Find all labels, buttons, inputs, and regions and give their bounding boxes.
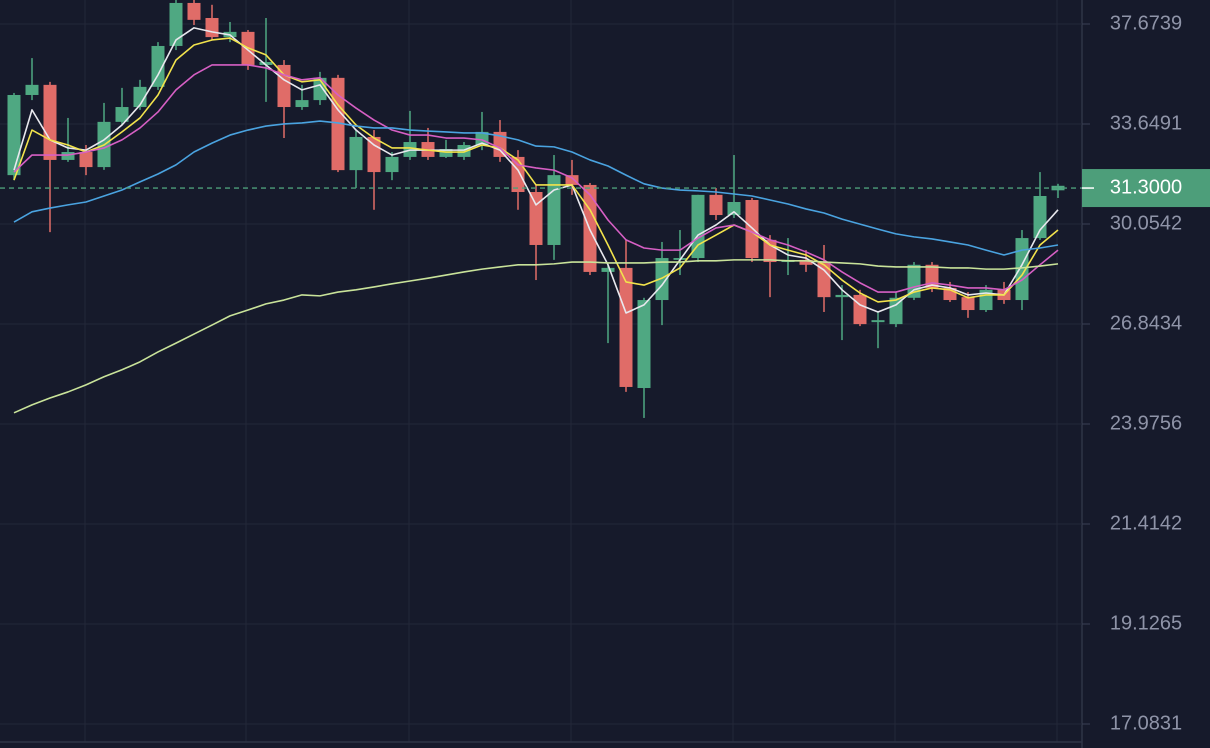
candle-body bbox=[205, 17, 219, 38]
last-price-box bbox=[1082, 169, 1210, 208]
y-tick-label: 17.0831 bbox=[1110, 712, 1182, 734]
candle-body bbox=[367, 136, 381, 173]
candle-body bbox=[79, 152, 93, 168]
candle-body bbox=[835, 294, 849, 298]
moving-average-line bbox=[13, 27, 1059, 314]
candle-body bbox=[637, 300, 651, 389]
candle-body bbox=[727, 202, 741, 216]
moving-average-line bbox=[13, 64, 1059, 293]
candle-body bbox=[25, 84, 39, 95]
candle-body bbox=[889, 297, 903, 325]
candle-body bbox=[1015, 238, 1029, 301]
candle-body bbox=[295, 100, 309, 108]
y-tick-label: 30.0542 bbox=[1110, 212, 1182, 234]
candle-body bbox=[817, 262, 831, 298]
candle-body bbox=[7, 94, 21, 176]
y-tick-label: 33.6491 bbox=[1110, 112, 1182, 134]
candle-body bbox=[511, 156, 525, 193]
y-tick-label: 19.1265 bbox=[1110, 612, 1182, 634]
moving-average-line bbox=[13, 120, 1059, 256]
candle-body bbox=[259, 62, 273, 65]
candle-body bbox=[115, 107, 129, 122]
candle-body bbox=[709, 194, 723, 216]
candle-body bbox=[601, 267, 615, 272]
candle-body bbox=[619, 267, 633, 387]
candle-body bbox=[169, 2, 183, 46]
last-price-label: 31.3000 bbox=[1110, 176, 1182, 198]
candle-body bbox=[439, 149, 453, 157]
candle-body bbox=[187, 2, 201, 20]
candle-body bbox=[961, 297, 975, 311]
candle-body bbox=[43, 84, 57, 160]
candle-body bbox=[529, 192, 543, 245]
candle-body bbox=[691, 194, 705, 259]
candle-body bbox=[871, 320, 885, 323]
candle-body bbox=[457, 144, 471, 157]
candle-body bbox=[853, 294, 867, 325]
candle-body bbox=[799, 259, 813, 265]
candle-body bbox=[151, 45, 165, 87]
candle-body bbox=[925, 264, 939, 288]
y-tick-label: 23.9756 bbox=[1110, 412, 1182, 434]
moving-average-line bbox=[13, 37, 1059, 303]
moving-average-line bbox=[13, 259, 1059, 414]
candle-body bbox=[277, 64, 291, 108]
candle-body bbox=[133, 86, 147, 108]
y-tick-label: 26.8434 bbox=[1110, 312, 1182, 334]
y-tick-label: 21.4142 bbox=[1110, 512, 1182, 534]
candle-body bbox=[565, 175, 579, 185]
candle-body bbox=[385, 156, 399, 173]
candle-body bbox=[349, 136, 363, 171]
candle-body bbox=[61, 152, 75, 160]
y-tick-label: 37.6739 bbox=[1110, 12, 1182, 34]
candle-body bbox=[763, 239, 777, 263]
